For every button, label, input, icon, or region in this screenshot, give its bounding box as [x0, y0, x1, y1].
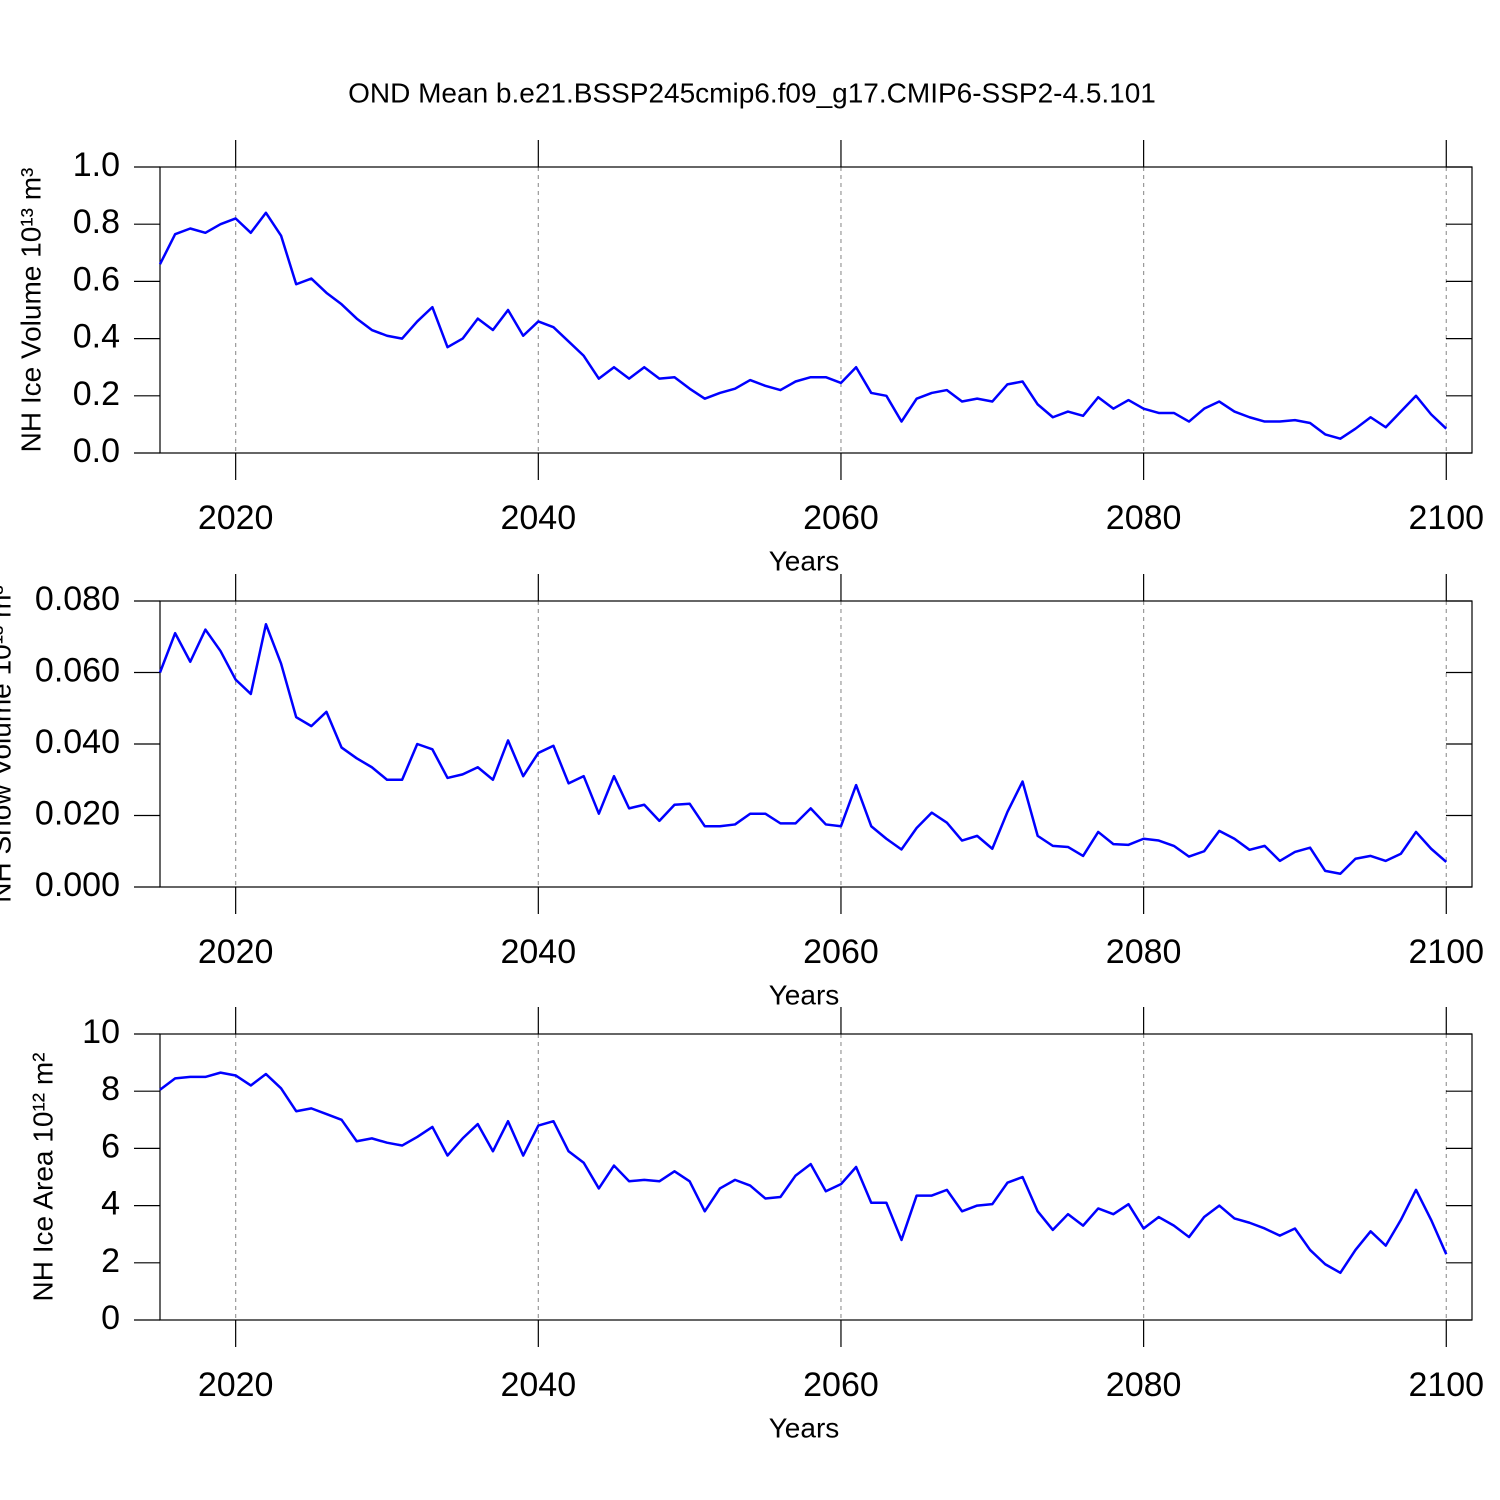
- y-axis-title: NH Ice Volume 10¹³ m³: [15, 168, 46, 453]
- y-tick-label: 0.0: [73, 432, 120, 470]
- x-tick-label: 2060: [803, 933, 879, 971]
- y-tick-label: 8: [101, 1070, 120, 1108]
- plot-frame: [159, 166, 1473, 454]
- y-tick-label: 0.4: [73, 318, 120, 356]
- y-tick-label: 1.0: [73, 146, 120, 184]
- x-tick-label: 2080: [1106, 499, 1182, 537]
- y-tick-label: 0.8: [73, 203, 120, 241]
- x-tick-label: 2040: [500, 1366, 576, 1404]
- y-tick-label: 10: [82, 1013, 120, 1051]
- y-tick-label: 0.060: [35, 651, 120, 689]
- y-axis-title: NH Ice Area 10¹² m²: [27, 1053, 58, 1302]
- x-tick-label: 2080: [1106, 933, 1182, 971]
- x-tick-label: 2040: [500, 933, 576, 971]
- data-line: [158, 622, 1448, 876]
- y-tick-label: 0.000: [35, 866, 120, 904]
- x-tick-label: 2100: [1408, 1366, 1484, 1404]
- y-tick-label: 4: [101, 1185, 120, 1223]
- x-axis-title: Years: [769, 545, 840, 576]
- x-tick-label: 2100: [1408, 933, 1484, 971]
- x-tick-label: 2080: [1106, 1366, 1182, 1404]
- x-axis-title: Years: [769, 1412, 840, 1443]
- plot-frame: [159, 600, 1473, 888]
- y-tick-label: 2: [101, 1242, 120, 1280]
- x-tick-label: 2020: [198, 933, 274, 971]
- y-tick-label: 0.040: [35, 723, 120, 761]
- panel: 2020 2040 2060 2080 2100 0.0 0.2 0.4 0.6 0.8 1.0 Ye…: [15, 140, 1484, 576]
- y-tick-label: 0.080: [35, 580, 120, 618]
- plot-frame: [159, 1033, 1473, 1321]
- y-tick-label: 0.6: [73, 260, 120, 298]
- y-axis-title: NH Snow Volume 10¹³ m³: [0, 585, 16, 902]
- x-tick-label: 2060: [803, 1366, 879, 1404]
- x-axis-title: Years: [769, 979, 840, 1010]
- data-line: [159, 1071, 1448, 1275]
- x-tick-label: 2060: [803, 499, 879, 537]
- y-tick-label: 0.2: [73, 375, 120, 413]
- x-tick-label: 2020: [198, 1366, 274, 1404]
- y-tick-label: 0.020: [35, 794, 120, 832]
- y-tick-label: 6: [101, 1127, 120, 1165]
- x-tick-label: 2040: [500, 499, 576, 537]
- panel: 2020 2040 2060 2080 2100 0 2 4 6 8 10 Years NH Ice A…: [27, 1007, 1484, 1443]
- x-tick-label: 2020: [198, 499, 274, 537]
- panel: 2020 2040 2060 2080 2100 0.000 0.020 0.040 0.060…: [0, 574, 1484, 1010]
- figure-title: OND Mean b.e21.BSSP245cmip6.f09_g17.CMIP…: [348, 77, 1156, 108]
- x-tick-label: 2100: [1408, 499, 1484, 537]
- data-line: [158, 211, 1448, 440]
- y-tick-label: 0: [101, 1299, 120, 1337]
